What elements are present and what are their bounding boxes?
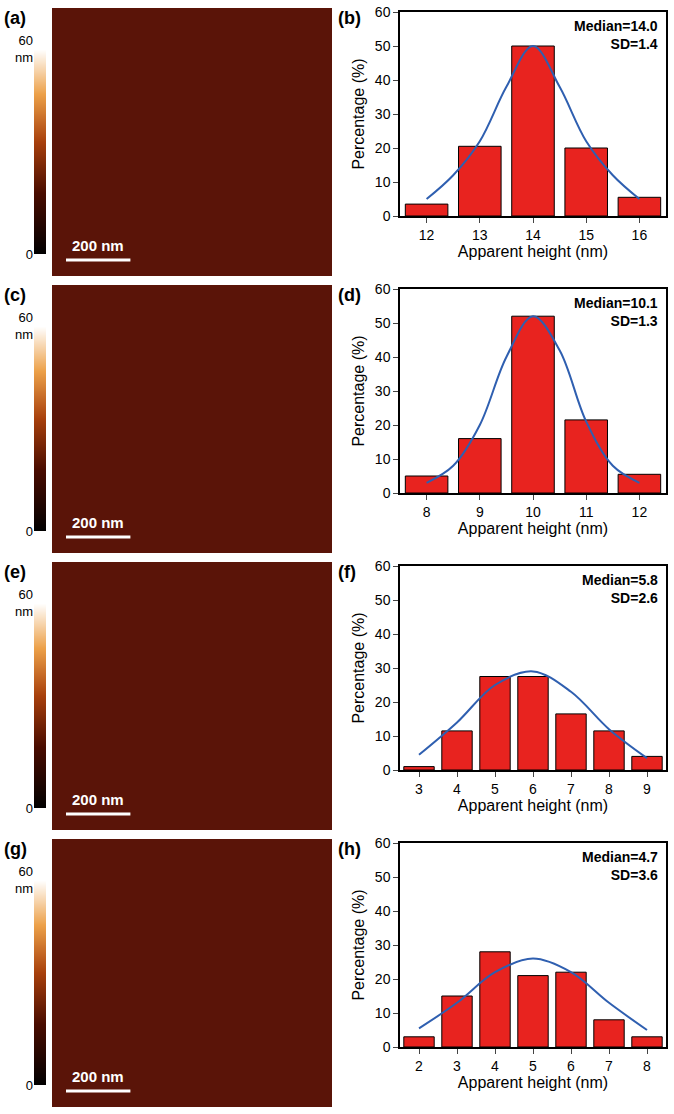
svg-text:7: 7 bbox=[605, 1058, 613, 1074]
svg-text:(e): (e) bbox=[4, 562, 26, 582]
svg-text:Apparent height (nm): Apparent height (nm) bbox=[458, 797, 608, 814]
svg-text:4: 4 bbox=[491, 1058, 499, 1074]
svg-text:0: 0 bbox=[26, 1078, 33, 1093]
svg-text:0: 0 bbox=[26, 524, 33, 539]
svg-text:60nm: 60nm bbox=[15, 864, 33, 896]
svg-text:30: 30 bbox=[375, 106, 391, 122]
svg-text:7: 7 bbox=[567, 781, 575, 797]
svg-text:8: 8 bbox=[423, 504, 431, 520]
svg-text:0: 0 bbox=[26, 801, 33, 816]
svg-text:8: 8 bbox=[643, 1058, 651, 1074]
svg-text:11: 11 bbox=[579, 504, 594, 520]
svg-text:40: 40 bbox=[375, 903, 391, 919]
svg-text:Percentage (%): Percentage (%) bbox=[350, 889, 367, 1000]
svg-text:50: 50 bbox=[375, 592, 391, 608]
svg-text:4: 4 bbox=[453, 781, 461, 797]
svg-text:30: 30 bbox=[375, 937, 391, 953]
svg-text:12: 12 bbox=[632, 504, 648, 520]
svg-text:0: 0 bbox=[26, 247, 33, 262]
svg-text:(h): (h) bbox=[338, 839, 361, 859]
svg-text:0: 0 bbox=[383, 1039, 391, 1055]
svg-text:10: 10 bbox=[375, 451, 391, 467]
svg-text:60: 60 bbox=[375, 4, 391, 20]
svg-text:60: 60 bbox=[375, 835, 391, 851]
svg-text:5: 5 bbox=[529, 1058, 537, 1074]
svg-text:30: 30 bbox=[375, 383, 391, 399]
svg-text:6: 6 bbox=[529, 781, 537, 797]
svg-text:12: 12 bbox=[419, 227, 435, 243]
svg-text:16: 16 bbox=[632, 227, 648, 243]
svg-text:0: 0 bbox=[383, 208, 391, 224]
svg-text:8: 8 bbox=[605, 781, 613, 797]
svg-text:(a): (a) bbox=[4, 8, 26, 28]
svg-text:15: 15 bbox=[578, 227, 594, 243]
svg-text:(c): (c) bbox=[4, 285, 26, 305]
svg-text:40: 40 bbox=[375, 72, 391, 88]
svg-text:Percentage (%): Percentage (%) bbox=[350, 335, 367, 446]
svg-text:Apparent height (nm): Apparent height (nm) bbox=[458, 520, 608, 537]
svg-text:0: 0 bbox=[383, 485, 391, 501]
svg-text:2: 2 bbox=[415, 1058, 423, 1074]
svg-text:(f): (f) bbox=[338, 562, 356, 582]
svg-text:5: 5 bbox=[491, 781, 499, 797]
svg-text:(b): (b) bbox=[338, 8, 361, 28]
svg-text:0: 0 bbox=[383, 762, 391, 778]
svg-text:(d): (d) bbox=[338, 285, 361, 305]
svg-text:Median=5.8SD=2.6: Median=5.8SD=2.6 bbox=[582, 572, 658, 606]
svg-text:50: 50 bbox=[375, 315, 391, 331]
svg-text:200 nm: 200 nm bbox=[72, 791, 124, 808]
svg-text:40: 40 bbox=[375, 349, 391, 365]
svg-text:50: 50 bbox=[375, 38, 391, 54]
svg-text:60nm: 60nm bbox=[15, 587, 33, 619]
svg-text:10: 10 bbox=[375, 1005, 391, 1021]
svg-text:9: 9 bbox=[476, 504, 484, 520]
svg-text:Median=4.7SD=3.6: Median=4.7SD=3.6 bbox=[582, 849, 658, 883]
svg-text:Median=10.1SD=1.3: Median=10.1SD=1.3 bbox=[574, 295, 658, 329]
svg-text:6: 6 bbox=[567, 1058, 575, 1074]
svg-text:(g): (g) bbox=[4, 839, 27, 859]
svg-text:Percentage (%): Percentage (%) bbox=[350, 58, 367, 169]
svg-text:20: 20 bbox=[375, 971, 391, 987]
svg-text:3: 3 bbox=[453, 1058, 461, 1074]
svg-text:Percentage (%): Percentage (%) bbox=[350, 612, 367, 723]
svg-text:9: 9 bbox=[643, 781, 651, 797]
svg-text:Median=14.0SD=1.4: Median=14.0SD=1.4 bbox=[574, 18, 658, 52]
svg-text:10: 10 bbox=[525, 504, 541, 520]
svg-text:20: 20 bbox=[375, 694, 391, 710]
svg-text:Apparent height (nm): Apparent height (nm) bbox=[458, 1074, 608, 1091]
svg-text:13: 13 bbox=[472, 227, 488, 243]
svg-text:40: 40 bbox=[375, 626, 391, 642]
svg-text:Apparent height (nm): Apparent height (nm) bbox=[458, 243, 608, 260]
svg-text:30: 30 bbox=[375, 660, 391, 676]
svg-text:60nm: 60nm bbox=[15, 310, 33, 342]
svg-text:3: 3 bbox=[415, 781, 423, 797]
svg-text:200 nm: 200 nm bbox=[72, 237, 124, 254]
svg-text:50: 50 bbox=[375, 869, 391, 885]
svg-text:60: 60 bbox=[375, 281, 391, 297]
svg-text:20: 20 bbox=[375, 140, 391, 156]
svg-text:200 nm: 200 nm bbox=[72, 1068, 124, 1085]
svg-text:60: 60 bbox=[375, 558, 391, 574]
svg-text:14: 14 bbox=[525, 227, 541, 243]
svg-text:60nm: 60nm bbox=[15, 33, 33, 65]
svg-text:20: 20 bbox=[375, 417, 391, 433]
svg-text:10: 10 bbox=[375, 174, 391, 190]
svg-text:10: 10 bbox=[375, 728, 391, 744]
svg-text:200 nm: 200 nm bbox=[72, 514, 124, 531]
